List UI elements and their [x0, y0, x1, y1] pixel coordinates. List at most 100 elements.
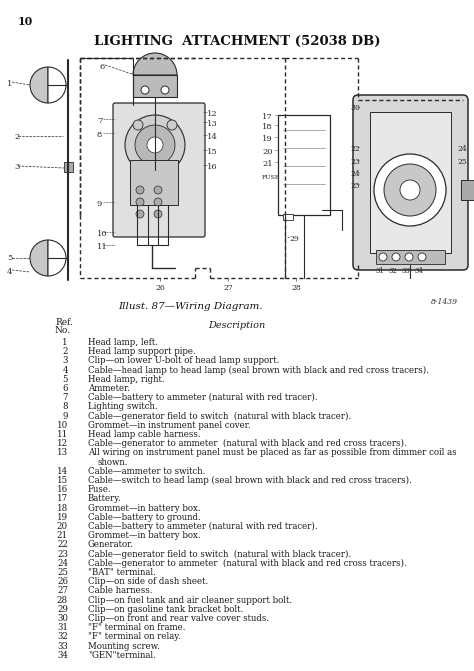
Text: 25: 25 [57, 568, 68, 577]
Text: 14: 14 [57, 467, 68, 476]
Wedge shape [133, 53, 177, 75]
Bar [283, 214, 293, 220]
Text: Mounting screw.: Mounting screw. [88, 641, 160, 651]
Text: 24: 24 [457, 145, 467, 153]
Circle shape [400, 180, 420, 200]
Circle shape [418, 253, 426, 261]
Text: 15: 15 [57, 476, 68, 485]
Text: 10: 10 [97, 230, 108, 238]
Text: 19: 19 [57, 513, 68, 522]
FancyBboxPatch shape [353, 95, 468, 270]
Text: "F" terminal on frame.: "F" terminal on frame. [88, 623, 185, 632]
Text: Clip—on fuel tank and air cleaner support bolt.: Clip—on fuel tank and air cleaner suppor… [88, 596, 292, 605]
Text: 13: 13 [207, 120, 218, 128]
Text: 7: 7 [63, 393, 68, 402]
Text: 29: 29 [57, 605, 68, 614]
Circle shape [136, 210, 144, 218]
Text: "GEN"terminal.: "GEN"terminal. [88, 651, 156, 660]
Text: 26: 26 [155, 284, 165, 292]
Text: 3: 3 [63, 356, 68, 366]
Circle shape [135, 125, 175, 165]
Text: Description: Description [209, 321, 265, 330]
Text: Cable—battery to ammeter (natural with red tracer).: Cable—battery to ammeter (natural with r… [88, 393, 318, 403]
Text: Cable—generator to ammeter  (natural with black and red cross tracers).: Cable—generator to ammeter (natural with… [88, 440, 407, 448]
Text: 9: 9 [97, 200, 102, 208]
Text: 4: 4 [63, 366, 68, 374]
Text: Head lamp, left.: Head lamp, left. [88, 338, 158, 347]
Text: 6: 6 [63, 384, 68, 393]
Text: 24: 24 [57, 559, 68, 568]
Text: Cable—battery to ammeter (natural with red tracer).: Cable—battery to ammeter (natural with r… [88, 522, 318, 531]
Text: 17: 17 [262, 113, 273, 121]
Text: All wiring on instrument panel must be placed as far as possible from dimmer coi: All wiring on instrument panel must be p… [88, 448, 456, 458]
Text: shown.: shown. [98, 458, 128, 466]
Text: Ammeter.: Ammeter. [88, 384, 130, 393]
Text: 10: 10 [57, 421, 68, 430]
Circle shape [154, 198, 162, 206]
Circle shape [405, 253, 413, 261]
Text: Clip—on front and rear valve cover studs.: Clip—on front and rear valve cover studs… [88, 614, 269, 623]
Text: 5: 5 [7, 254, 12, 262]
Text: Head lamp cable harness.: Head lamp cable harness. [88, 430, 201, 439]
Text: 24: 24 [350, 170, 360, 178]
Text: Grommet—in instrument panel cover.: Grommet—in instrument panel cover. [88, 421, 251, 430]
Text: Illust. 87—Wiring Diagram.: Illust. 87—Wiring Diagram. [118, 302, 262, 311]
Text: Cable harness.: Cable harness. [88, 586, 153, 595]
Text: 10: 10 [18, 16, 33, 27]
Text: 34: 34 [415, 267, 423, 275]
Text: Ref.: Ref. [55, 318, 73, 327]
Text: 30: 30 [57, 614, 68, 623]
Text: 21: 21 [262, 160, 273, 168]
Text: "BAT" terminal.: "BAT" terminal. [88, 568, 156, 577]
Text: 9: 9 [63, 411, 68, 421]
Bar [133, 75, 177, 97]
Text: 20: 20 [262, 148, 273, 156]
Text: 16: 16 [207, 163, 218, 171]
Circle shape [161, 86, 169, 94]
Text: 29: 29 [289, 235, 299, 243]
Text: Cable—generator field to switch  (natural with black tracer).: Cable—generator field to switch (natural… [88, 411, 351, 421]
Text: 1: 1 [7, 80, 12, 88]
Text: Head lamp, right.: Head lamp, right. [88, 375, 164, 384]
Wedge shape [48, 67, 66, 103]
Text: 2: 2 [63, 347, 68, 356]
Text: 12: 12 [207, 110, 218, 118]
Circle shape [154, 210, 162, 218]
Text: 33: 33 [57, 641, 68, 651]
Text: Head lamp support pipe.: Head lamp support pipe. [88, 347, 196, 356]
Text: Clip—on gasoline tank bracket bolt.: Clip—on gasoline tank bracket bolt. [88, 605, 243, 614]
Wedge shape [48, 240, 66, 276]
Text: 15: 15 [207, 148, 218, 156]
Text: Cable—head lamp to head lamp (seal brown with black and red cross tracers).: Cable—head lamp to head lamp (seal brown… [88, 366, 429, 374]
Text: FUSE: FUSE [262, 175, 281, 180]
Text: 2: 2 [14, 133, 19, 141]
Circle shape [167, 120, 177, 130]
Circle shape [133, 120, 143, 130]
Text: 28: 28 [57, 596, 68, 605]
Text: 22: 22 [57, 540, 68, 550]
Circle shape [154, 186, 162, 194]
Text: 26: 26 [57, 577, 68, 586]
Text: 22: 22 [350, 145, 360, 153]
Text: Grommet—in battery box.: Grommet—in battery box. [88, 504, 201, 513]
Text: "F" terminal on relay.: "F" terminal on relay. [88, 632, 181, 641]
Text: 6: 6 [100, 63, 105, 71]
Text: Cable—generator field to switch  (natural with black tracer).: Cable—generator field to switch (natural… [88, 550, 351, 559]
Text: 11: 11 [57, 430, 68, 439]
Text: Generator.: Generator. [88, 540, 134, 550]
Text: 19: 19 [262, 135, 273, 143]
Text: Fuse.: Fuse. [88, 485, 112, 495]
Text: Lighting switch.: Lighting switch. [88, 403, 158, 411]
Bar [130, 160, 178, 205]
Text: Cable—ammeter to switch.: Cable—ammeter to switch. [88, 467, 205, 476]
Text: 13: 13 [57, 448, 68, 458]
Text: No.: No. [55, 326, 71, 335]
Text: Clip—on side of dash sheet.: Clip—on side of dash sheet. [88, 577, 208, 586]
Circle shape [392, 253, 400, 261]
Text: 11: 11 [97, 243, 108, 251]
Text: 31: 31 [375, 267, 384, 275]
Text: 25: 25 [457, 158, 467, 166]
Text: 3: 3 [14, 163, 19, 171]
Text: 27: 27 [57, 586, 68, 595]
Text: Clip—on lower U-bolt of head lamp support.: Clip—on lower U-bolt of head lamp suppor… [88, 356, 279, 366]
